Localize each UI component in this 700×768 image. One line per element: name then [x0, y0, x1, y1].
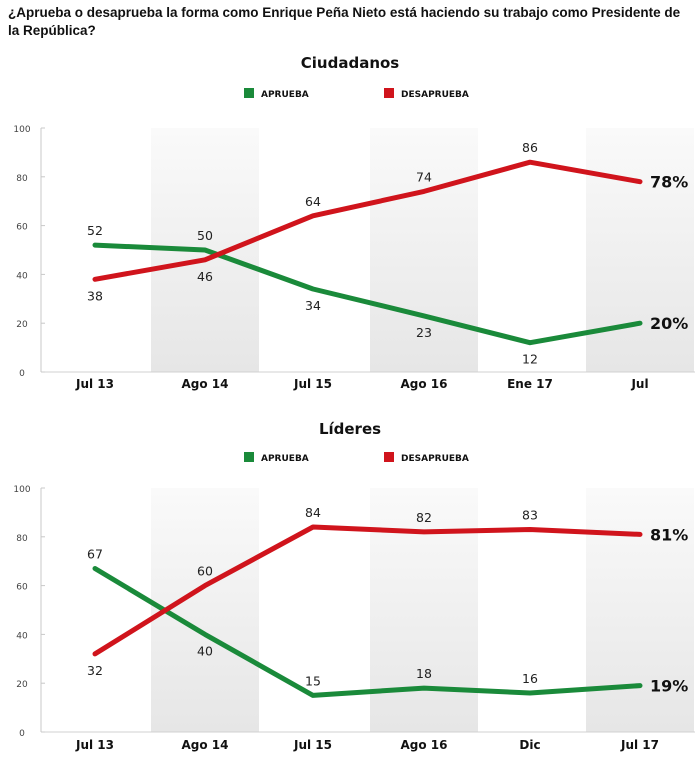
x-tick-label: Jul 15	[293, 738, 332, 752]
data-label-aprueba: 12	[522, 352, 538, 367]
y-tick-label: 0	[19, 369, 25, 379]
end-label-desaprueba: 81%	[650, 525, 688, 544]
end-label-aprueba: 20%	[650, 314, 688, 333]
legend-swatch-desaprueba	[384, 452, 394, 462]
chart-lideres: Líderes APRUEBA DESAPRUEBA 0 20 40 60 80 100 Jul …	[13, 420, 695, 752]
y-tick-label: 40	[16, 631, 28, 641]
end-label-desaprueba: 78%	[650, 173, 688, 192]
chart-title: Líderes	[319, 420, 381, 438]
data-label-aprueba: 67	[87, 547, 103, 562]
data-label-aprueba: 52	[87, 223, 103, 238]
data-label-desaprueba: 38	[87, 288, 103, 303]
series-line-desaprueba	[92, 159, 643, 282]
y-tick-label: 40	[16, 271, 28, 281]
legend-swatch-aprueba	[244, 452, 254, 462]
data-label-aprueba: 18	[416, 666, 432, 681]
legend-label-desaprueba: DESAPRUEBA	[401, 454, 469, 464]
data-label-desaprueba: 74	[416, 169, 432, 184]
chart-ciudadanos: Ciudadanos APRUEBA DESAPRUEBA 0 20 40 60 80 100 J…	[13, 54, 695, 391]
x-tick-label: Jul 17	[620, 738, 659, 752]
chart-title: Ciudadanos	[301, 54, 400, 72]
legend-swatch-desaprueba	[384, 88, 394, 98]
y-tick-label: 0	[19, 729, 25, 739]
survey-question: ¿Aprueba o desaprueba la forma como Enri…	[8, 5, 681, 38]
x-tick-label: Ago 16	[401, 738, 448, 752]
data-label-aprueba: 16	[522, 671, 538, 686]
x-tick-label: Jul 13	[75, 738, 114, 752]
legend-label-desaprueba: DESAPRUEBA	[401, 90, 469, 100]
data-label-aprueba: 15	[305, 673, 321, 688]
data-label-desaprueba: 84	[305, 505, 321, 520]
series-line-aprueba	[92, 242, 643, 346]
column-band-5	[586, 128, 694, 372]
y-tick-label: 20	[16, 680, 28, 690]
x-tick-label: Jul 13	[75, 377, 114, 391]
legend-swatch-aprueba	[244, 88, 254, 98]
x-tick-label: Ago 16	[401, 377, 448, 391]
y-tick-label: 100	[13, 125, 30, 135]
x-tick-label: Jul	[630, 377, 648, 391]
data-label-aprueba: 50	[197, 228, 213, 243]
y-tick-label: 20	[16, 320, 28, 330]
data-label-desaprueba: 82	[416, 510, 432, 525]
x-tick-label: Jul 15	[293, 377, 332, 391]
y-tick-label: 80	[16, 534, 28, 544]
legend-label-aprueba: APRUEBA	[261, 90, 309, 100]
data-label-aprueba: 23	[416, 325, 432, 340]
x-tick-label: Ago 14	[182, 377, 229, 391]
data-label-desaprueba: 86	[522, 140, 538, 155]
data-label-desaprueba: 46	[197, 269, 213, 284]
data-label-aprueba: 40	[197, 643, 213, 658]
column-band-5	[586, 488, 694, 732]
data-label-desaprueba: 83	[522, 507, 538, 522]
series-line-desaprueba	[92, 524, 643, 657]
data-label-desaprueba: 32	[87, 663, 103, 678]
end-label-aprueba: 19%	[650, 677, 688, 696]
column-band-3	[370, 128, 478, 372]
y-tick-label: 80	[16, 174, 28, 184]
y-tick-label: 100	[13, 485, 30, 495]
y-tick-label: 60	[16, 223, 28, 233]
x-tick-label: Dic	[519, 738, 540, 752]
data-label-desaprueba: 60	[197, 564, 213, 579]
series-line-aprueba	[92, 566, 643, 698]
x-tick-label: Ago 14	[182, 738, 229, 752]
data-label-aprueba: 34	[305, 298, 321, 313]
x-tick-label: Ene 17	[507, 377, 553, 391]
y-tick-label: 60	[16, 583, 28, 593]
data-label-desaprueba: 64	[305, 194, 321, 209]
legend-label-aprueba: APRUEBA	[261, 454, 309, 464]
